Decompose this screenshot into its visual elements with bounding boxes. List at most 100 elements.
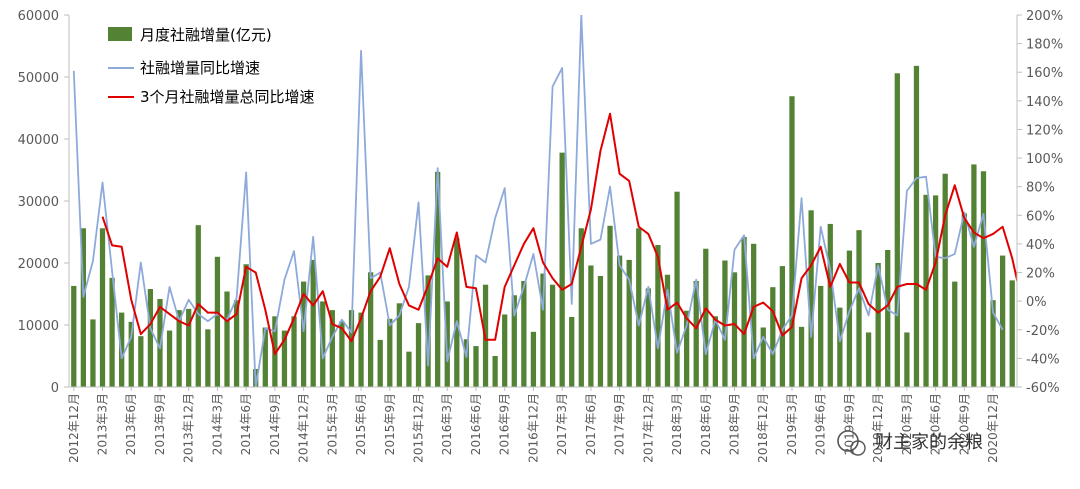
x-tick-label: 2014年3月 [210, 393, 224, 455]
bar [310, 259, 316, 387]
legend-label-line-3m: 3个月社融增量总同比增速 [140, 88, 315, 106]
bar-series-monthly-tsf [71, 65, 1015, 387]
bar [540, 273, 546, 387]
y2-tick-label: 100% [1026, 152, 1063, 167]
bar [99, 228, 106, 387]
x-tick-label: 2014年9月 [268, 393, 282, 455]
bar [961, 213, 967, 387]
bar [885, 249, 891, 387]
bar [530, 331, 537, 387]
x-tick-label: 2020年9月 [957, 393, 971, 455]
left-axis-tick-labels: 0 10000 20000 30000 40000 50000 60000 [18, 9, 59, 396]
y2-tick-label: 140% [1026, 95, 1063, 110]
x-tick-label: 2016年3月 [440, 393, 454, 455]
y2-tick-label: 60% [1026, 209, 1055, 224]
x-tick-label: 2016年6月 [469, 393, 483, 455]
x-tick-label: 2017年3月 [555, 393, 569, 455]
bar [358, 312, 364, 387]
bar [147, 289, 154, 387]
bar [138, 336, 144, 387]
y-tick-label: 60000 [18, 9, 59, 24]
y-tick-label: 50000 [18, 71, 59, 86]
bar [492, 356, 498, 387]
bar [166, 330, 173, 387]
bar [415, 323, 422, 387]
x-tick-label: 2018年9月 [728, 393, 742, 455]
x-tick-label: 2015年9月 [383, 393, 397, 455]
x-tick-label: 2018年3月 [670, 393, 684, 455]
bar [655, 245, 661, 387]
bar [368, 272, 374, 387]
bar [664, 274, 671, 387]
bar [435, 171, 441, 387]
bar [521, 280, 527, 387]
bar [846, 250, 853, 387]
bar [320, 301, 326, 387]
x-tick-label: 2018年12月 [756, 393, 770, 463]
bar [693, 280, 699, 387]
x-tick-label: 2017年6月 [584, 393, 598, 455]
bar [798, 326, 805, 387]
bar [607, 225, 613, 387]
bar [856, 230, 862, 387]
line-series-group [72, 15, 1017, 387]
bar [90, 319, 96, 387]
bar [502, 314, 508, 387]
bar [281, 330, 288, 387]
bar [722, 260, 728, 387]
x-axis-tick-labels: 2012年12月 2013年3月 2013年6月 2013年9月 2013年12月 201… [67, 393, 1000, 463]
bar [425, 275, 431, 387]
bar [80, 228, 86, 387]
bar [645, 288, 651, 387]
x-tick-label: 2017年9月 [613, 393, 627, 455]
x-tick-label: 2015年3月 [325, 393, 339, 455]
bar [789, 96, 795, 387]
x-tick-label: 2015年12月 [412, 393, 426, 463]
bar [712, 316, 718, 387]
x-tick-label: 2020年6月 [929, 393, 943, 455]
bar [348, 310, 355, 387]
bar [559, 152, 565, 387]
bar [119, 312, 125, 387]
bar [626, 259, 632, 387]
bar [980, 171, 987, 387]
bar [224, 291, 230, 387]
watermark: 财主家的余粮 [837, 430, 983, 456]
bar [865, 332, 872, 387]
x-tick-label: 2019年3月 [785, 393, 799, 455]
bar [71, 285, 77, 387]
bar [214, 256, 221, 387]
y2-tick-label: 20% [1026, 267, 1055, 282]
bar [751, 243, 757, 387]
bar [875, 263, 881, 387]
bar [731, 272, 738, 387]
bar [387, 318, 393, 387]
bar [454, 238, 460, 387]
x-tick-label: 2012年12月 [67, 393, 81, 463]
bar [109, 277, 115, 387]
bar [636, 228, 642, 387]
y-tick-label: 10000 [18, 319, 59, 334]
x-tick-label: 2013年3月 [96, 393, 110, 455]
y2-tick-label: -20% [1026, 324, 1060, 339]
x-tick-label: 2013年9月 [153, 393, 167, 455]
y2-tick-label: 40% [1026, 238, 1055, 253]
x-tick-label: 2020年3月 [900, 393, 914, 455]
watermark-text: 财主家的余粮 [875, 432, 983, 453]
bar [339, 321, 345, 387]
right-axis-tick-labels: -60% -40% -20% 0% 20% 40% 60% 80% 100% 120% 140% 16… [1026, 9, 1063, 396]
bar [406, 351, 412, 387]
x-tick-label: 2019年12月 [871, 393, 885, 463]
bar [990, 300, 996, 387]
y2-tick-label: 0% [1026, 295, 1047, 310]
bar [243, 264, 249, 387]
bar [205, 329, 211, 387]
bar [511, 295, 517, 387]
bar [262, 327, 268, 387]
bar [396, 303, 402, 387]
y-tick-label: 40000 [18, 133, 59, 148]
x-tick-label: 2019年6月 [814, 393, 828, 455]
bar [1000, 255, 1006, 387]
bar [894, 73, 900, 387]
